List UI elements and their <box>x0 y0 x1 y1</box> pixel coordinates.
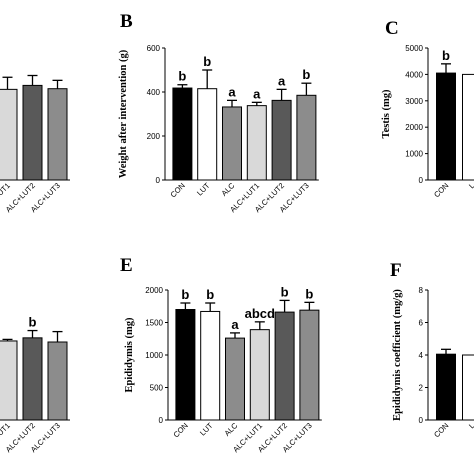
panel-f-y-tick-label: 8 <box>419 286 424 295</box>
panel-b-x-tick-label-1: CON <box>169 181 187 199</box>
panel-b-significance-6: b <box>302 67 310 82</box>
panel-e-x-tick-label-1: CON <box>172 421 190 439</box>
panel-d-significance-2: b <box>29 315 37 330</box>
panel-b-x-tick-label-3: ALC <box>220 181 237 198</box>
panel-a-x-tick-label-1: LUT1 <box>0 181 12 201</box>
panel-b-y-tick-label: 0 <box>156 176 161 185</box>
panel-c-y-tick-label: 5000 <box>405 44 423 53</box>
panel-c-y-tick-label: 2000 <box>405 123 423 132</box>
panel-f-x-tick-label-2: L <box>467 421 474 430</box>
panel-b-bar-3 <box>222 106 242 181</box>
panel-e-bar-6 <box>299 309 320 421</box>
panel-b-letter: B <box>120 11 133 32</box>
panel-a-bar-1 <box>0 88 18 181</box>
panel-e-x-tick-label-2: LUT <box>198 421 215 438</box>
panel-e-significance-6: b <box>305 286 313 301</box>
panel-d-bar-3 <box>47 341 68 421</box>
panel-b-bar-2 <box>197 88 218 181</box>
panel-e-y-tick-label: 0 <box>159 416 164 425</box>
panel-e-letter: E <box>120 255 133 276</box>
panel-f-x-tick-label-1: CON <box>432 421 450 439</box>
panel-e-bar-4 <box>249 329 270 421</box>
panel-d-bar-1 <box>0 340 18 421</box>
panel-e-bar-3 <box>225 337 245 421</box>
panel-d-x-tick-label-1: LUT1 <box>0 421 12 441</box>
panel-b-y-tick-label: 400 <box>147 88 161 97</box>
panel-c-y-label: Testis (mg) <box>381 89 392 138</box>
panel-e-y-tick-label: 1500 <box>145 319 163 328</box>
panel-f-y-label: Epididymis coefficient (mg/g) <box>392 289 403 421</box>
panel-e-y-tick-label: 2000 <box>145 286 163 295</box>
panel-c-y-tick-label: 3000 <box>405 97 423 106</box>
panel-e-y-tick-label: 1000 <box>145 351 163 360</box>
panel-a-bar-2 <box>22 84 43 181</box>
panel-c-significance-1: b <box>442 48 450 63</box>
panel-b-bar-5 <box>271 99 292 181</box>
panel-b-significance-2: b <box>203 54 211 69</box>
panel-c-y-tick-label: 1000 <box>405 150 423 159</box>
panel-f-letter: F <box>390 260 402 281</box>
panel-f-y-tick-label: 0 <box>419 416 424 425</box>
panel-b-bar-4 <box>246 105 267 181</box>
panel-f-y-tick-label: 6 <box>419 319 424 328</box>
panel-b-bar-6 <box>296 94 317 181</box>
panel-c-x-tick-label-1: CON <box>432 181 450 199</box>
panel-e-significance-4: abcd <box>245 306 275 321</box>
panel-b-significance-1: b <box>178 69 186 84</box>
panel-e-bar-5 <box>274 311 295 421</box>
panel-b-y-tick-label: 200 <box>147 132 161 141</box>
panel-e-significance-5: b <box>281 284 289 299</box>
panel-e-y-label: Epididymis (mg) <box>124 317 135 392</box>
panel-f-y-tick-label: 4 <box>419 351 424 360</box>
panel-c-bar-2 <box>462 73 474 181</box>
panel-c-letter: C <box>385 18 399 39</box>
panel-e-bar-1 <box>175 309 196 421</box>
panel-e-bar-2 <box>200 310 221 421</box>
panel-a-bar-3 <box>47 88 68 181</box>
panel-e-significance-3: a <box>231 317 239 332</box>
panel-b-significance-3: a <box>228 84 236 99</box>
panel-e-y-tick-label: 500 <box>150 384 164 393</box>
panel-f-bar-2 <box>462 354 474 421</box>
panel-b-x-tick-label-2: LUT <box>195 181 212 198</box>
panel-e-significance-2: b <box>206 287 214 302</box>
panel-b-y-tick-label: 600 <box>147 44 161 53</box>
panel-b-significance-5: a <box>278 73 286 88</box>
panel-b-significance-4: a <box>253 86 261 101</box>
panel-e-x-tick-label-3: ALC <box>223 421 240 438</box>
panel-d-bar-2 <box>22 337 43 421</box>
panel-f-bar-1 <box>436 353 456 421</box>
panel-f-y-tick-label: 2 <box>419 384 424 393</box>
panel-c-bar-1 <box>436 72 456 181</box>
panel-b-y-label: Weight after intervention (g) <box>118 49 129 178</box>
panel-c-x-tick-label-2: L <box>467 181 474 190</box>
panel-e-significance-1: b <box>181 287 189 302</box>
panel-b-bar-1 <box>172 87 193 181</box>
panel-c-y-tick-label: 0 <box>419 176 424 185</box>
panel-c-y-tick-label: 4000 <box>405 70 423 79</box>
